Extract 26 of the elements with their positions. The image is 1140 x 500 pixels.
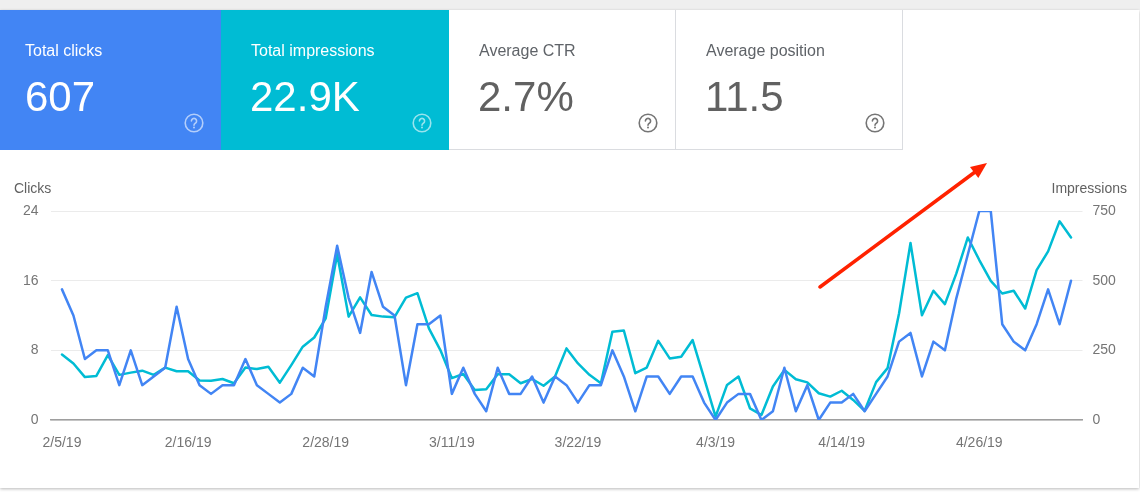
y-tick-label: 24 — [22, 201, 39, 218]
y2-tick-label: 500 — [1092, 271, 1117, 288]
x-tick-label: 2/28/19 — [302, 434, 350, 451]
y2-tick-label: 0 — [1092, 410, 1101, 427]
category-label: Average position — [706, 42, 825, 59]
y-tick-label: 0 — [30, 410, 39, 427]
text: 11.5 — [705, 73, 784, 120]
category-label: Average CTR — [479, 42, 576, 59]
text: 2.7% — [478, 73, 574, 120]
x-tick-label: 4/3/19 — [696, 434, 736, 451]
x-tick-label: 2/5/19 — [42, 434, 82, 451]
x-tick-label: 4/14/19 — [818, 434, 866, 451]
y2-tick-label: 750 — [1092, 201, 1117, 218]
y-axis-title: Clicks — [14, 179, 52, 196]
y-tick-label: 8 — [30, 341, 39, 358]
category-label: Total impressions — [251, 42, 375, 59]
x-tick-label: 4/26/19 — [955, 434, 1003, 451]
x-tick-label: 2/16/19 — [164, 434, 212, 451]
category-label: Total clicks — [25, 42, 103, 59]
x-tick-label: 3/11/19 — [429, 434, 475, 451]
text: 607 — [25, 73, 96, 120]
y2-axis-title: Impressions — [1051, 179, 1127, 196]
y-tick-label: 16 — [22, 271, 39, 288]
x-tick-label: 3/22/19 — [554, 434, 602, 451]
y2-tick-label: 250 — [1092, 341, 1117, 358]
text: 22.9K — [250, 73, 360, 120]
